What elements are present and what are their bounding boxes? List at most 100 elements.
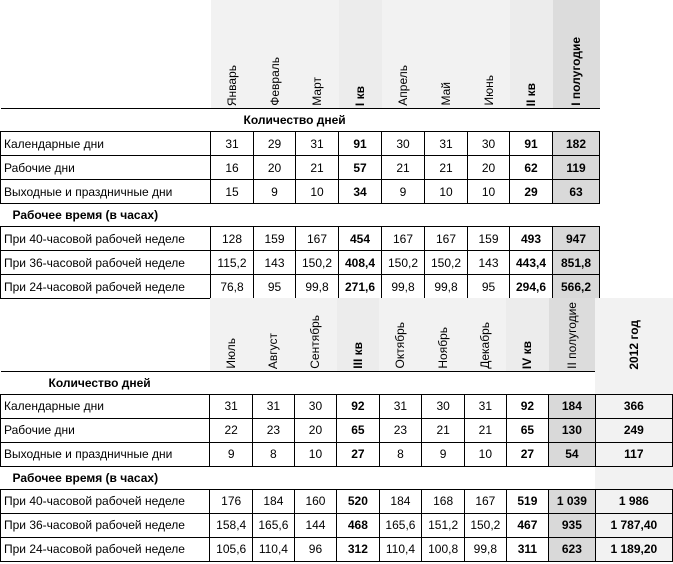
table-cell[interactable]: 54 — [548, 441, 596, 467]
table-cell[interactable]: 22 — [209, 417, 254, 443]
year-header[interactable]: 2012 год — [595, 298, 673, 372]
table-cell[interactable]: 30 — [381, 131, 425, 156]
table-cell[interactable]: 167 — [381, 226, 425, 251]
table-cell[interactable]: 100,8 — [421, 536, 465, 562]
table-cell[interactable]: 184 — [252, 488, 295, 514]
row-label[interactable]: При 24-часовой рабочей неделе — [0, 536, 211, 562]
table-cell[interactable]: 92 — [505, 393, 550, 419]
quarter-header[interactable]: I кв — [338, 0, 382, 109]
table-cell[interactable]: 31 — [252, 393, 295, 419]
table-cell[interactable]: 1 986 — [594, 488, 673, 514]
month-header[interactable]: Март — [295, 0, 339, 109]
table-cell[interactable]: 99,8 — [463, 536, 507, 562]
table-cell[interactable]: 249 — [594, 417, 673, 443]
table-cell[interactable]: 159 — [253, 226, 296, 251]
table-cell[interactable]: 151,2 — [421, 512, 465, 538]
table-cell[interactable]: 176 — [209, 488, 254, 514]
table-cell[interactable]: 23 — [252, 417, 295, 443]
table-cell[interactable]: 29 — [509, 179, 553, 204]
table-cell[interactable]: 21 — [295, 155, 339, 180]
table-cell[interactable]: 851,8 — [552, 250, 600, 275]
table-cell[interactable]: 408,4 — [338, 250, 382, 275]
table-cell[interactable]: 92 — [336, 393, 380, 419]
table-cell[interactable]: 454 — [338, 226, 382, 251]
table-cell[interactable]: 144 — [293, 512, 338, 538]
table-cell[interactable]: 311 — [505, 536, 550, 562]
table-cell[interactable]: 167 — [424, 226, 468, 251]
table-cell[interactable]: 119 — [552, 155, 600, 180]
table-cell[interactable]: 158,4 — [209, 512, 254, 538]
row-label[interactable]: Рабочие дни — [0, 155, 211, 180]
table-cell[interactable]: 366 — [594, 393, 673, 419]
half-year-header[interactable]: II полугодие — [548, 298, 596, 372]
table-cell[interactable]: 30 — [293, 393, 338, 419]
table-cell[interactable]: 76,8 — [210, 274, 254, 299]
table-cell[interactable]: 520 — [336, 488, 380, 514]
table-cell[interactable]: 27 — [336, 441, 380, 467]
table-cell[interactable]: 9 — [253, 179, 296, 204]
table-cell[interactable]: 182 — [552, 131, 600, 156]
table-cell[interactable]: 21 — [424, 155, 468, 180]
table-cell[interactable]: 20 — [253, 155, 296, 180]
table-cell[interactable]: 467 — [505, 512, 550, 538]
table-cell[interactable]: 65 — [336, 417, 380, 443]
month-header[interactable]: Ноябрь — [421, 298, 465, 372]
table-cell[interactable]: 128 — [210, 226, 254, 251]
table-cell[interactable]: 623 — [548, 536, 596, 562]
table-cell[interactable]: 8 — [378, 441, 423, 467]
table-cell[interactable]: 65 — [505, 417, 550, 443]
table-cell[interactable]: 31 — [295, 131, 339, 156]
row-label[interactable]: Рабочие дни — [0, 417, 211, 443]
table-cell[interactable]: 566,2 — [552, 274, 600, 299]
table-cell[interactable]: 150,2 — [424, 250, 468, 275]
quarter-header[interactable]: III кв — [336, 298, 380, 372]
table-cell[interactable]: 312 — [336, 536, 380, 562]
table-cell[interactable]: 91 — [338, 131, 382, 156]
table-cell[interactable]: 31 — [210, 131, 254, 156]
table-cell[interactable]: 143 — [467, 250, 510, 275]
table-cell[interactable]: 99,8 — [295, 274, 339, 299]
table-cell[interactable]: 184 — [378, 488, 423, 514]
table-cell[interactable]: 95 — [253, 274, 296, 299]
row-label[interactable]: При 40-часовой рабочей неделе — [0, 488, 211, 514]
table-cell[interactable]: 168 — [421, 488, 465, 514]
table-cell[interactable]: 271,6 — [338, 274, 382, 299]
row-label[interactable]: Выходные и праздничные дни — [0, 179, 211, 204]
table-cell[interactable]: 31 — [424, 131, 468, 156]
quarter-header[interactable]: IV кв — [506, 298, 549, 372]
table-cell[interactable]: 99,8 — [424, 274, 468, 299]
table-cell[interactable]: 30 — [421, 393, 465, 419]
table-cell[interactable]: 165,6 — [378, 512, 423, 538]
table-cell[interactable]: 9 — [209, 441, 254, 467]
table-cell[interactable]: 1 787,40 — [594, 512, 673, 538]
row-label[interactable]: При 24-часовой рабочей неделе — [0, 274, 211, 299]
table-cell[interactable]: 31 — [378, 393, 423, 419]
table-cell[interactable]: 23 — [378, 417, 423, 443]
table-cell[interactable]: 143 — [253, 250, 296, 275]
table-cell[interactable]: 16 — [210, 155, 254, 180]
table-cell[interactable]: 110,4 — [252, 536, 295, 562]
table-cell[interactable]: 27 — [505, 441, 550, 467]
table-cell[interactable]: 20 — [467, 155, 510, 180]
table-cell[interactable]: 34 — [338, 179, 382, 204]
month-header[interactable]: Июнь — [467, 0, 510, 109]
table-cell[interactable]: 935 — [548, 512, 596, 538]
table-cell[interactable]: 21 — [463, 417, 507, 443]
table-cell[interactable]: 167 — [295, 226, 339, 251]
table-cell[interactable]: 31 — [209, 393, 254, 419]
row-label[interactable]: Календарные дни — [0, 393, 211, 419]
month-header[interactable]: Октябрь — [379, 298, 422, 372]
row-label[interactable]: Календарные дни — [0, 131, 211, 156]
table-cell[interactable]: 20 — [293, 417, 338, 443]
table-cell[interactable]: 30 — [467, 131, 510, 156]
month-header[interactable]: Август — [252, 298, 295, 372]
table-cell[interactable]: 105,6 — [209, 536, 254, 562]
table-cell[interactable]: 110,4 — [378, 536, 423, 562]
month-header[interactable]: Июль — [209, 298, 253, 372]
table-cell[interactable]: 443,4 — [509, 250, 553, 275]
table-cell[interactable]: 8 — [252, 441, 295, 467]
table-cell[interactable]: 1 189,20 — [594, 536, 673, 562]
row-label[interactable]: При 36-часовой рабочей неделе — [0, 512, 211, 538]
row-label[interactable]: Выходные и праздничные дни — [0, 441, 211, 467]
table-cell[interactable]: 115,2 — [210, 250, 254, 275]
